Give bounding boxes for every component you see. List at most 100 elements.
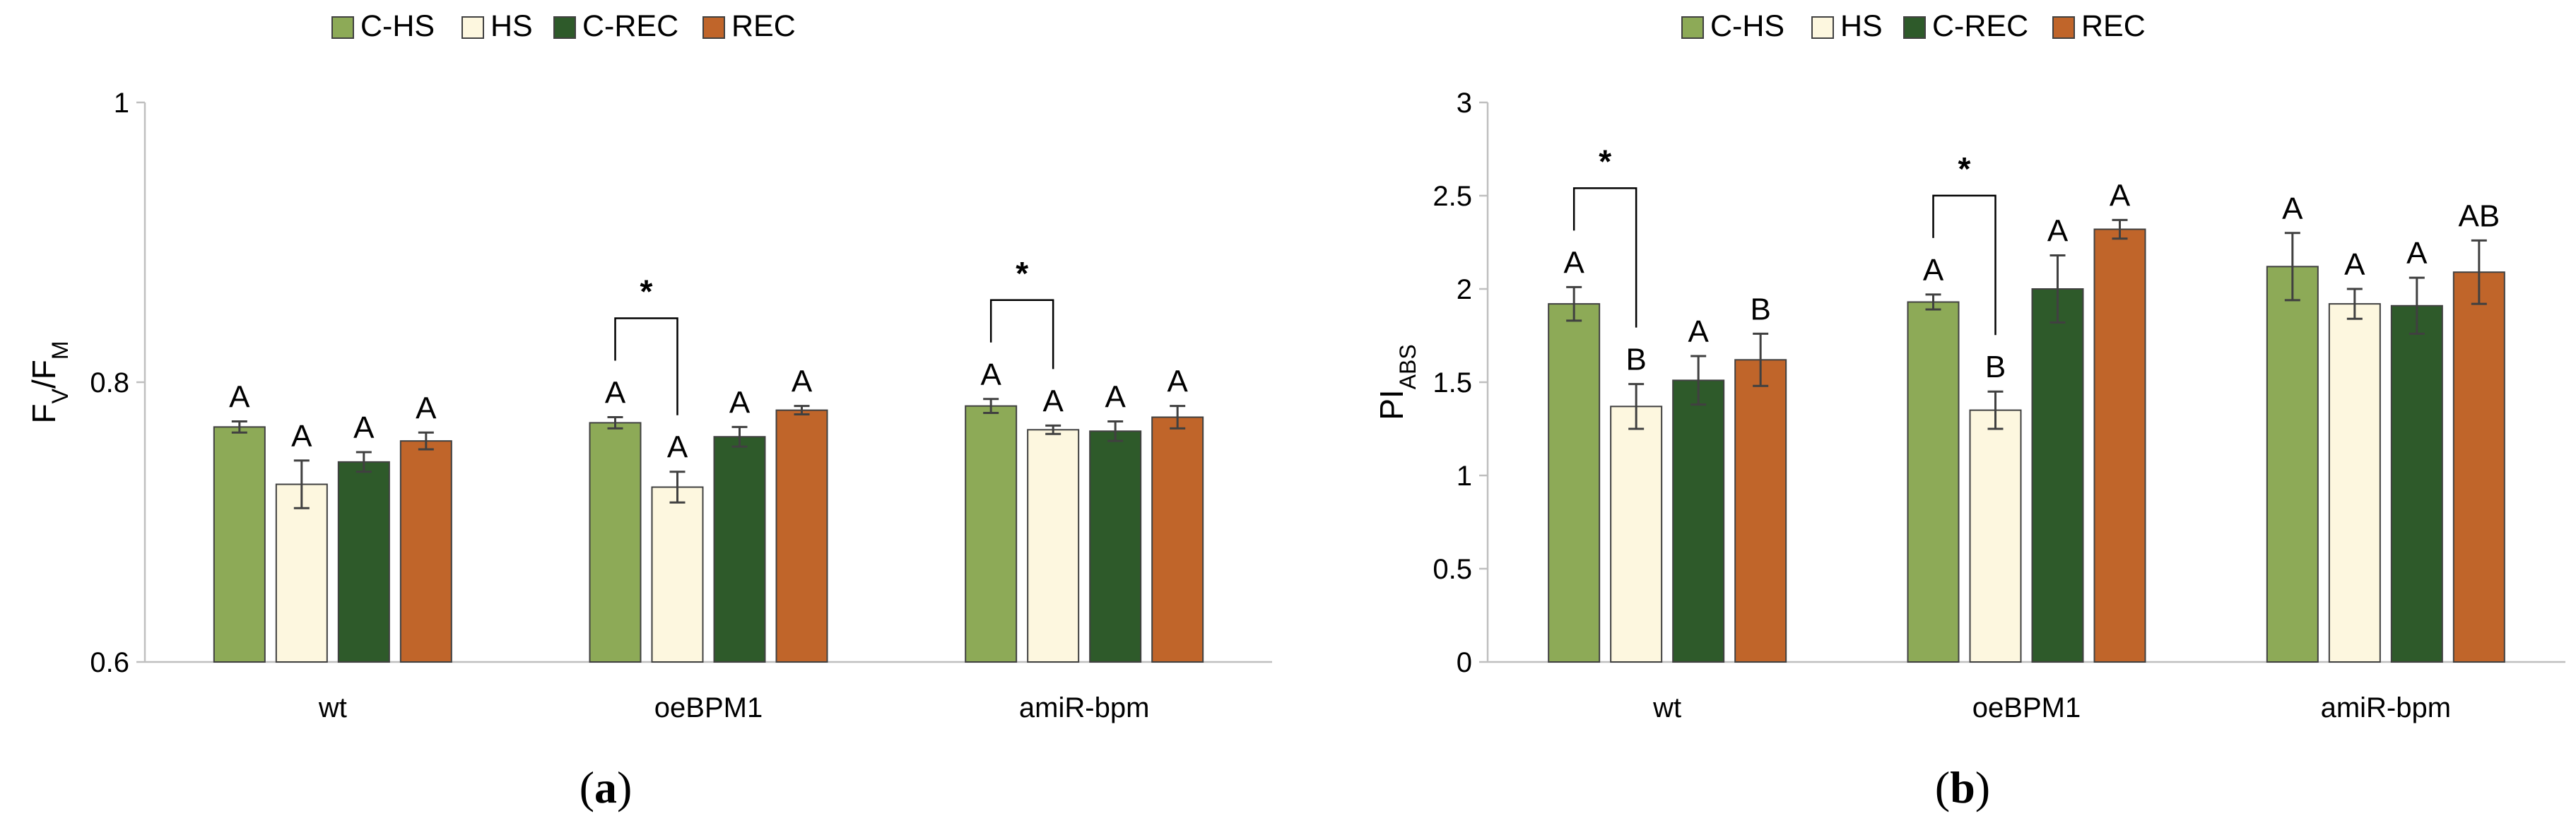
significance-bracket: [1932, 194, 1996, 336]
panel-label: (b): [1935, 762, 1990, 812]
significance-letter: B: [1750, 292, 1770, 326]
significance-star: *: [1599, 143, 1611, 179]
significance-letter: B: [1625, 343, 1646, 377]
legend-swatch-c-rec: [1903, 16, 1926, 39]
y-tick-label: 1.5: [1433, 367, 1472, 398]
bar-rec: [1151, 416, 1204, 663]
legend-label: C-REC: [582, 9, 678, 43]
significance-bracket: [989, 299, 1054, 369]
panel-label: (a): [580, 762, 633, 812]
significance-letter: A: [605, 376, 626, 410]
significance-letter: A: [1105, 379, 1126, 414]
bar-hs: [1027, 429, 1080, 663]
legend-label: REC: [731, 9, 796, 43]
y-tick-label: 0.6: [90, 647, 129, 678]
y-axis-label-part: PI: [1373, 389, 1410, 420]
significance-star: *: [1958, 150, 1971, 187]
significance-letter: A: [729, 385, 751, 420]
legend-swatch-rec: [2052, 16, 2075, 39]
bar-c-rec: [713, 436, 766, 663]
y-tick-label: 3: [1457, 88, 1472, 119]
legend-label: C-HS: [360, 9, 435, 43]
y-tick-label: 2.5: [1433, 181, 1472, 212]
bar-rec: [399, 440, 452, 663]
significance-bracket: [614, 317, 678, 415]
significance-letter: A: [1923, 253, 1944, 288]
significance-star: *: [640, 273, 653, 310]
legend-swatch-c-hs: [331, 16, 354, 39]
legend-swatch-c-rec: [553, 16, 576, 39]
significance-letter: A: [416, 391, 437, 425]
bar-c-rec: [337, 461, 390, 663]
bar-c-rec: [1089, 430, 1142, 663]
bar-hs: [1610, 406, 1663, 663]
significance-letter: AB: [2458, 199, 2500, 233]
y-axis-label-part: F: [25, 403, 62, 423]
significance-star: *: [1016, 255, 1028, 292]
bar-rec: [2452, 271, 2505, 663]
bar-c-rec: [1672, 379, 1725, 663]
bar-c-rec: [2390, 304, 2443, 663]
x-tick-label: oeBPM1: [1972, 692, 2081, 723]
significance-letter: A: [1688, 314, 1709, 349]
legend-label: REC: [2081, 9, 2146, 43]
y-tick-label: 0: [1457, 647, 1472, 678]
y-axis-label-part: /F: [25, 360, 62, 389]
panel-label-paren: (: [580, 762, 594, 812]
y-tick-label: 2: [1457, 274, 1472, 305]
y-tick-label: 0.8: [90, 367, 129, 398]
bar-rec: [1734, 359, 1787, 663]
bar-hs: [275, 483, 328, 663]
y-axis-label: FV/FM: [25, 341, 73, 424]
bar-c-rec: [2031, 288, 2084, 663]
x-tick-label: wt: [318, 692, 347, 723]
x-tick-label: amiR-bpm: [2321, 692, 2451, 723]
y-tick-label: 0.5: [1433, 554, 1472, 585]
bar-c-hs: [213, 426, 266, 663]
significance-letter: A: [1167, 365, 1188, 399]
x-tick-label: amiR-bpm: [1019, 692, 1149, 723]
significance-letter: A: [2282, 191, 2303, 226]
bar-hs: [2328, 303, 2381, 663]
y-axis-label-part: M: [47, 341, 73, 360]
panel-label-paren: ): [1975, 762, 1990, 812]
significance-letter: A: [1563, 245, 1584, 280]
y-tick-label: 1: [114, 88, 129, 119]
bar-rec: [2093, 228, 2146, 663]
legend-label: HS: [490, 9, 533, 43]
legend-swatch-hs: [461, 16, 484, 39]
legend-label: C-HS: [1710, 9, 1784, 43]
significance-letter: A: [792, 365, 813, 399]
y-tick-label: 1: [1457, 461, 1472, 492]
significance-letter: A: [2344, 247, 2365, 282]
bar-c-hs: [1907, 301, 1960, 663]
y-axis-label: PIABS: [1373, 344, 1421, 420]
bar-c-hs: [589, 422, 642, 663]
legend-swatch-rec: [702, 16, 725, 39]
significance-letter: A: [2406, 236, 2428, 271]
panel-label-letter: a: [594, 762, 617, 812]
bar-c-hs: [965, 405, 1018, 663]
x-tick-label: wt: [1652, 692, 1681, 723]
legend-label: HS: [1840, 9, 1883, 43]
panel-label-paren: (: [1935, 762, 1950, 812]
bar-c-hs: [2266, 266, 2319, 663]
significance-letter: A: [980, 357, 1001, 392]
significance-letter: A: [2110, 178, 2131, 213]
panel-label-letter: b: [1950, 762, 1975, 812]
legend-swatch-c-hs: [1681, 16, 1704, 39]
significance-letter: A: [2047, 213, 2069, 248]
panel-label-paren: ): [617, 762, 632, 812]
significance-letter: B: [1985, 350, 2006, 384]
significance-letter: A: [1042, 384, 1064, 418]
significance-letter: A: [291, 419, 312, 454]
significance-letter: A: [229, 379, 250, 414]
legend-label: C-REC: [1932, 9, 2028, 43]
significance-bracket: [1572, 187, 1637, 328]
y-axis-label-part: V: [47, 388, 73, 403]
bar-hs: [651, 486, 704, 663]
bar-c-hs: [1548, 303, 1601, 663]
bar-rec: [775, 409, 828, 663]
